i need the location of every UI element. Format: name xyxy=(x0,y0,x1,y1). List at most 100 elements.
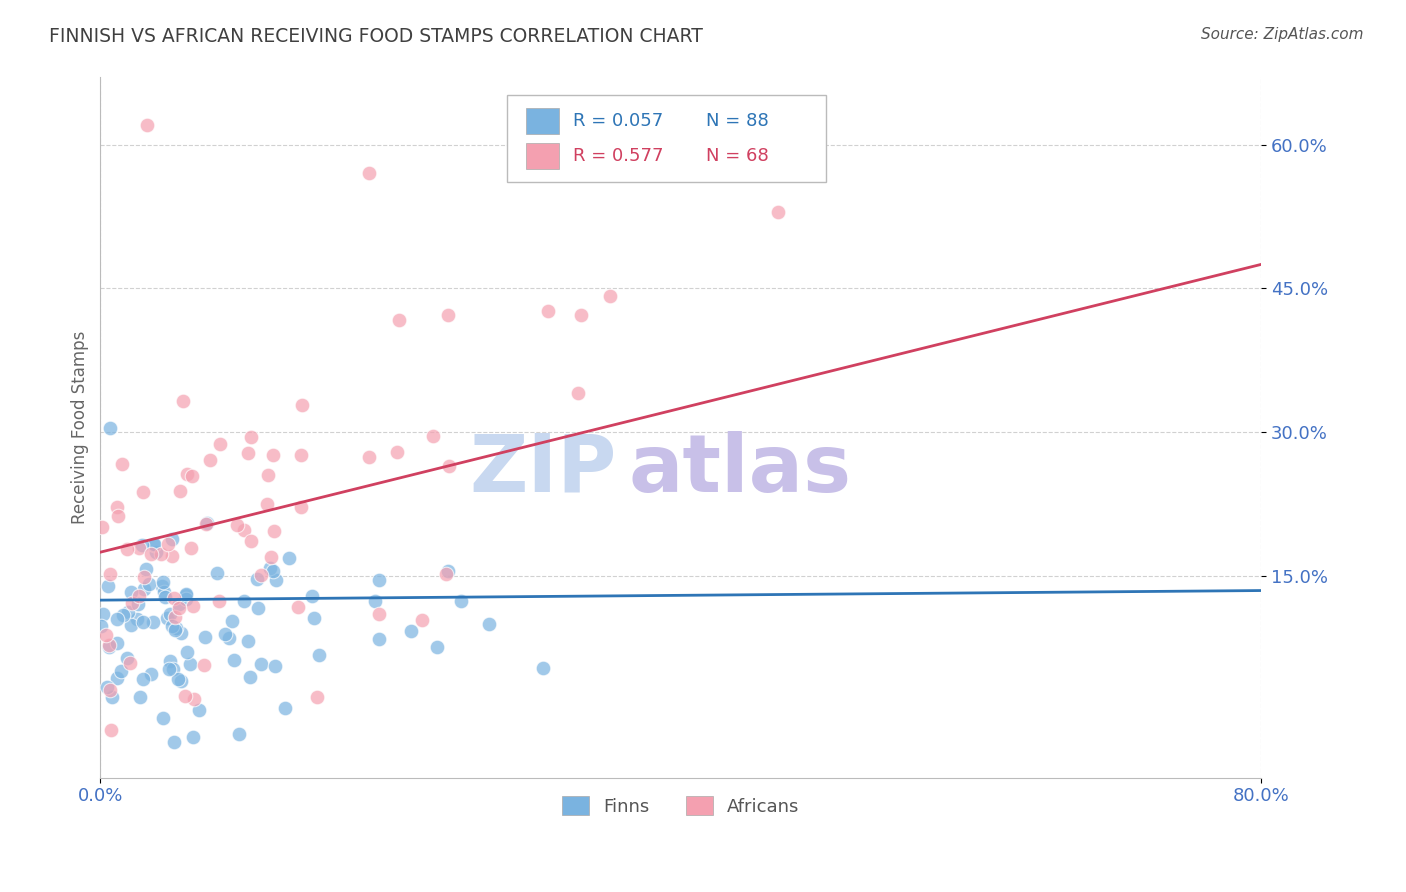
Point xyxy=(179,657,201,671)
Text: R = 0.057: R = 0.057 xyxy=(572,112,664,130)
Point xyxy=(150,579,173,593)
Point xyxy=(174,587,197,601)
Text: ZIP: ZIP xyxy=(470,431,617,508)
Point xyxy=(221,614,243,628)
Point xyxy=(308,648,330,662)
Point xyxy=(143,538,166,552)
Point xyxy=(153,585,176,599)
Text: atlas: atlas xyxy=(628,431,852,508)
Point xyxy=(274,701,297,715)
Point xyxy=(121,596,143,610)
Point xyxy=(599,289,621,303)
Point xyxy=(170,626,193,640)
Point xyxy=(131,539,153,553)
Point xyxy=(107,508,129,523)
Point xyxy=(291,399,314,413)
Point xyxy=(142,615,165,629)
Point xyxy=(226,517,249,532)
Point xyxy=(437,309,460,323)
Point xyxy=(262,564,284,578)
Point xyxy=(162,549,184,563)
Point xyxy=(437,564,460,578)
Point xyxy=(107,612,129,626)
Point xyxy=(98,640,121,655)
Text: FINNISH VS AFRICAN RECEIVING FOOD STAMPS CORRELATION CHART: FINNISH VS AFRICAN RECEIVING FOOD STAMPS… xyxy=(49,27,703,45)
Point xyxy=(120,656,142,670)
Point xyxy=(135,562,157,576)
Point xyxy=(174,689,197,703)
Point xyxy=(385,445,408,459)
Point xyxy=(450,593,472,607)
Point xyxy=(264,573,287,587)
Point xyxy=(357,450,380,464)
Point xyxy=(152,574,174,589)
Text: Source: ZipAtlas.com: Source: ZipAtlas.com xyxy=(1201,27,1364,42)
Point xyxy=(478,616,501,631)
Point xyxy=(437,458,460,473)
Point xyxy=(159,607,181,621)
Point xyxy=(157,662,180,676)
Point xyxy=(367,632,389,646)
Point xyxy=(259,561,281,575)
Point xyxy=(132,672,155,686)
Point xyxy=(195,516,218,530)
Point xyxy=(422,429,444,443)
Point xyxy=(193,657,215,672)
Point xyxy=(117,605,139,619)
Point xyxy=(100,723,122,737)
Point xyxy=(531,660,554,674)
Point xyxy=(105,500,128,515)
Point xyxy=(256,467,278,482)
Point xyxy=(160,618,183,632)
Y-axis label: Receiving Food Stamps: Receiving Food Stamps xyxy=(72,331,89,524)
Point xyxy=(91,520,114,534)
Bar xyxy=(526,143,558,169)
Point xyxy=(176,467,198,482)
Point xyxy=(181,730,204,744)
Point xyxy=(166,672,188,686)
Point xyxy=(112,607,135,622)
Point xyxy=(263,524,285,539)
Point xyxy=(128,589,150,603)
Point xyxy=(163,610,186,624)
Point xyxy=(91,607,114,622)
Point xyxy=(246,601,269,615)
Text: N = 88: N = 88 xyxy=(706,112,769,130)
Point xyxy=(180,469,202,483)
Point xyxy=(246,572,269,586)
Point xyxy=(97,579,120,593)
Point xyxy=(98,420,121,434)
Point xyxy=(98,683,121,698)
Point xyxy=(153,590,176,604)
Point xyxy=(125,612,148,626)
Point xyxy=(96,680,118,694)
Point xyxy=(163,591,186,605)
Point xyxy=(128,690,150,704)
Point xyxy=(132,582,155,597)
Point xyxy=(136,119,159,133)
Point xyxy=(139,666,162,681)
Point xyxy=(233,524,256,538)
Point xyxy=(567,385,589,400)
Point xyxy=(162,734,184,748)
Point xyxy=(176,644,198,658)
Point xyxy=(100,690,122,705)
Point xyxy=(176,588,198,602)
Point xyxy=(162,663,184,677)
Point xyxy=(183,691,205,706)
Point xyxy=(357,166,380,180)
Point xyxy=(232,594,254,608)
Point xyxy=(278,551,301,566)
Point xyxy=(156,611,179,625)
FancyBboxPatch shape xyxy=(506,95,825,183)
Point xyxy=(307,690,329,704)
Point xyxy=(143,537,166,551)
Point xyxy=(287,600,309,615)
Point xyxy=(399,624,422,638)
Point xyxy=(169,483,191,498)
Point xyxy=(426,640,449,655)
Point xyxy=(236,634,259,648)
Point xyxy=(180,541,202,555)
Point xyxy=(218,632,240,646)
Point xyxy=(156,537,179,551)
